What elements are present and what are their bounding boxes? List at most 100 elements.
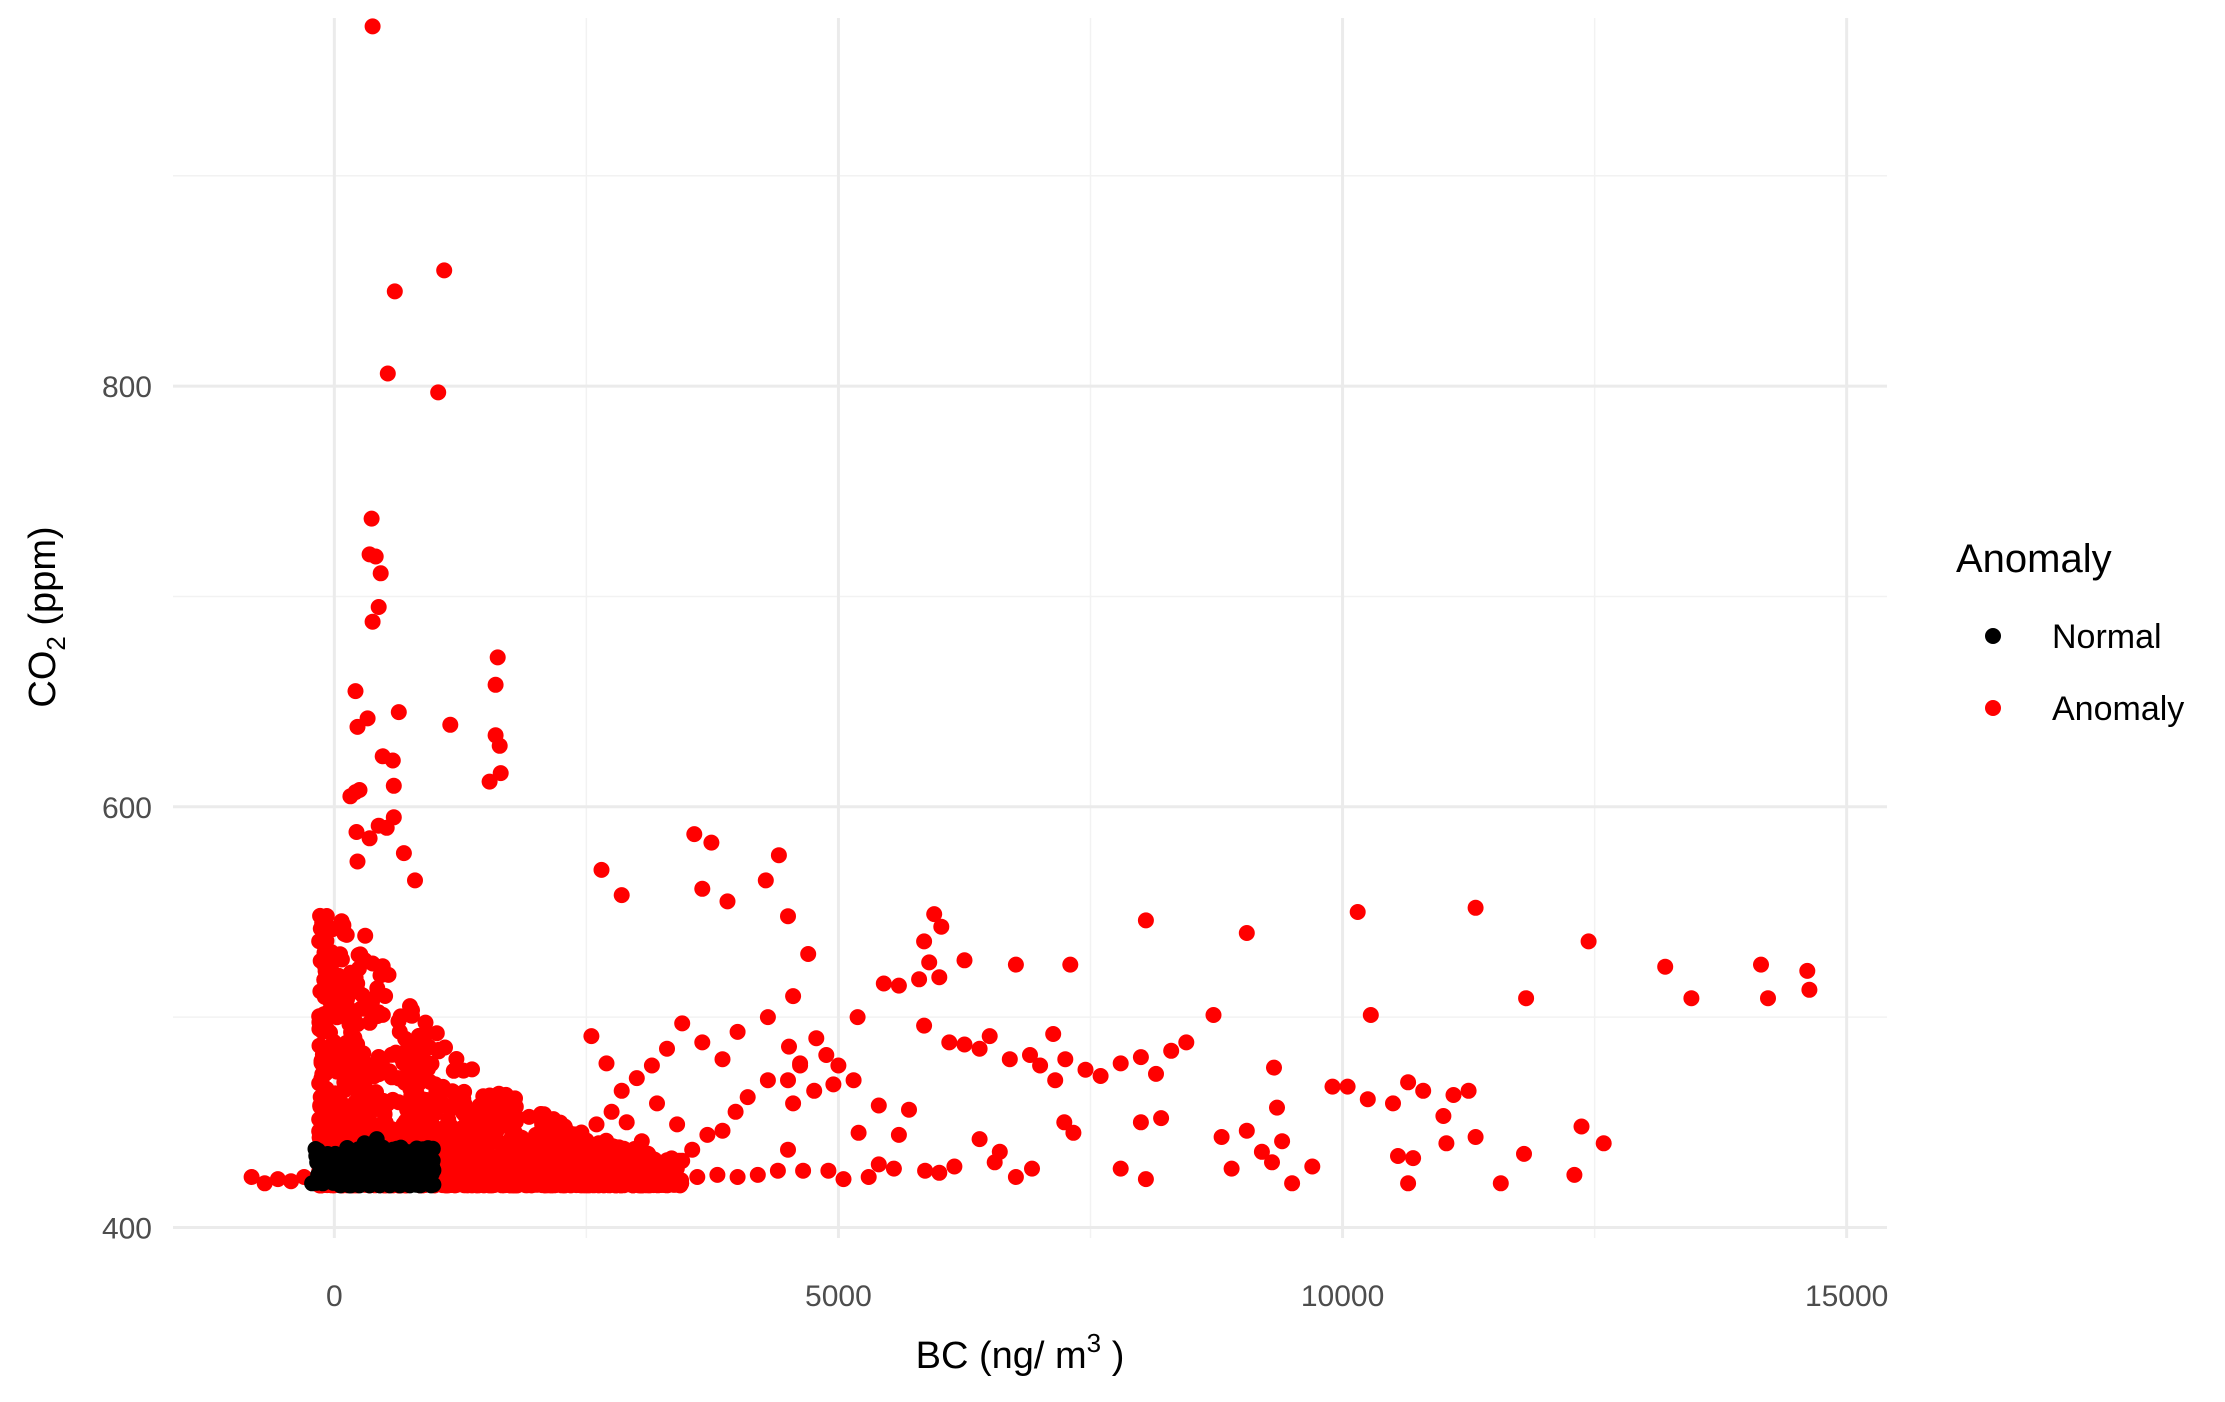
- point: [487, 676, 504, 693]
- point: [343, 1024, 360, 1041]
- point: [347, 683, 364, 700]
- point: [350, 1084, 367, 1101]
- point: [397, 1175, 414, 1192]
- point: [849, 1009, 866, 1026]
- point: [1435, 1108, 1452, 1124]
- x-tick-label: 10000: [1301, 1280, 1384, 1313]
- point: [379, 365, 396, 382]
- point: [426, 1123, 443, 1140]
- point: [971, 1131, 988, 1148]
- point: [780, 1141, 796, 1158]
- data-points: [243, 18, 1818, 1194]
- minor-gridlines: [173, 18, 1887, 1238]
- point: [431, 1041, 448, 1058]
- point: [759, 1072, 776, 1089]
- point: [875, 975, 892, 992]
- point: [484, 1166, 501, 1183]
- point: [1223, 1160, 1240, 1177]
- point: [314, 1066, 331, 1083]
- point: [402, 1051, 419, 1068]
- y-axis-title-subscript: 2: [41, 636, 71, 650]
- point: [921, 954, 938, 971]
- point: [1264, 1154, 1280, 1171]
- point: [981, 1028, 998, 1045]
- point: [357, 927, 374, 944]
- point: [366, 1088, 383, 1105]
- point: [759, 1009, 776, 1026]
- point: [1467, 1129, 1484, 1145]
- point: [283, 1173, 299, 1190]
- point: [729, 1023, 746, 1040]
- point: [792, 1055, 809, 1072]
- point: [390, 704, 407, 721]
- point: [1657, 958, 1674, 975]
- point: [825, 1076, 842, 1093]
- point: [890, 977, 907, 994]
- point: [933, 918, 950, 935]
- point: [423, 1094, 440, 1111]
- point: [394, 1121, 411, 1138]
- point: [456, 1143, 473, 1160]
- point: [1266, 1059, 1282, 1076]
- x-axis-title-suffix: ): [1101, 1335, 1124, 1377]
- y-tick-label: 400: [102, 1212, 152, 1245]
- point: [1132, 1049, 1149, 1066]
- point: [327, 1168, 344, 1185]
- point: [769, 1162, 786, 1179]
- point: [1400, 1074, 1417, 1091]
- point: [1324, 1078, 1341, 1095]
- point: [1148, 1065, 1164, 1082]
- point: [637, 1146, 654, 1163]
- point: [376, 1106, 393, 1123]
- y-axis-title-suffix: (ppm): [22, 526, 64, 636]
- point: [1022, 1047, 1038, 1063]
- point: [971, 1040, 988, 1057]
- point: [1153, 1110, 1170, 1127]
- point: [320, 949, 337, 966]
- point: [403, 1007, 420, 1024]
- point: [1269, 1099, 1285, 1116]
- point: [694, 1034, 711, 1051]
- x-axis-title: BC (ng/ m3 ): [916, 1328, 1125, 1377]
- point: [1205, 1007, 1222, 1023]
- point: [386, 283, 403, 300]
- point: [1467, 899, 1484, 916]
- point: [916, 933, 933, 950]
- point: [628, 1070, 645, 1087]
- point: [593, 861, 610, 878]
- point: [659, 1040, 675, 1057]
- point: [1799, 962, 1816, 979]
- point: [497, 1135, 514, 1152]
- point: [1007, 1169, 1024, 1185]
- point: [956, 1036, 973, 1053]
- point: [911, 971, 928, 988]
- point: [1580, 933, 1597, 950]
- point: [1339, 1078, 1356, 1095]
- point: [390, 1013, 407, 1030]
- point: [384, 752, 401, 769]
- point: [269, 1171, 286, 1188]
- point: [785, 988, 802, 1005]
- point: [806, 1082, 823, 1099]
- point: [489, 649, 506, 666]
- point: [1238, 1122, 1255, 1139]
- point: [870, 1156, 887, 1173]
- point: [347, 1164, 364, 1181]
- point: [1304, 1158, 1321, 1175]
- series-normal: [304, 1131, 442, 1194]
- point: [335, 1006, 352, 1023]
- legend-label-anomaly: Anomaly: [2052, 690, 2184, 728]
- point: [523, 1177, 540, 1194]
- point: [1092, 1068, 1109, 1084]
- point: [1001, 1051, 1018, 1068]
- point: [448, 1051, 465, 1067]
- point: [699, 1126, 716, 1143]
- point: [703, 834, 720, 851]
- point: [349, 718, 366, 735]
- point: [1045, 1026, 1062, 1042]
- point: [341, 1122, 358, 1139]
- point: [311, 1037, 328, 1054]
- point: [623, 1150, 640, 1167]
- point: [385, 777, 402, 794]
- point: [322, 993, 338, 1009]
